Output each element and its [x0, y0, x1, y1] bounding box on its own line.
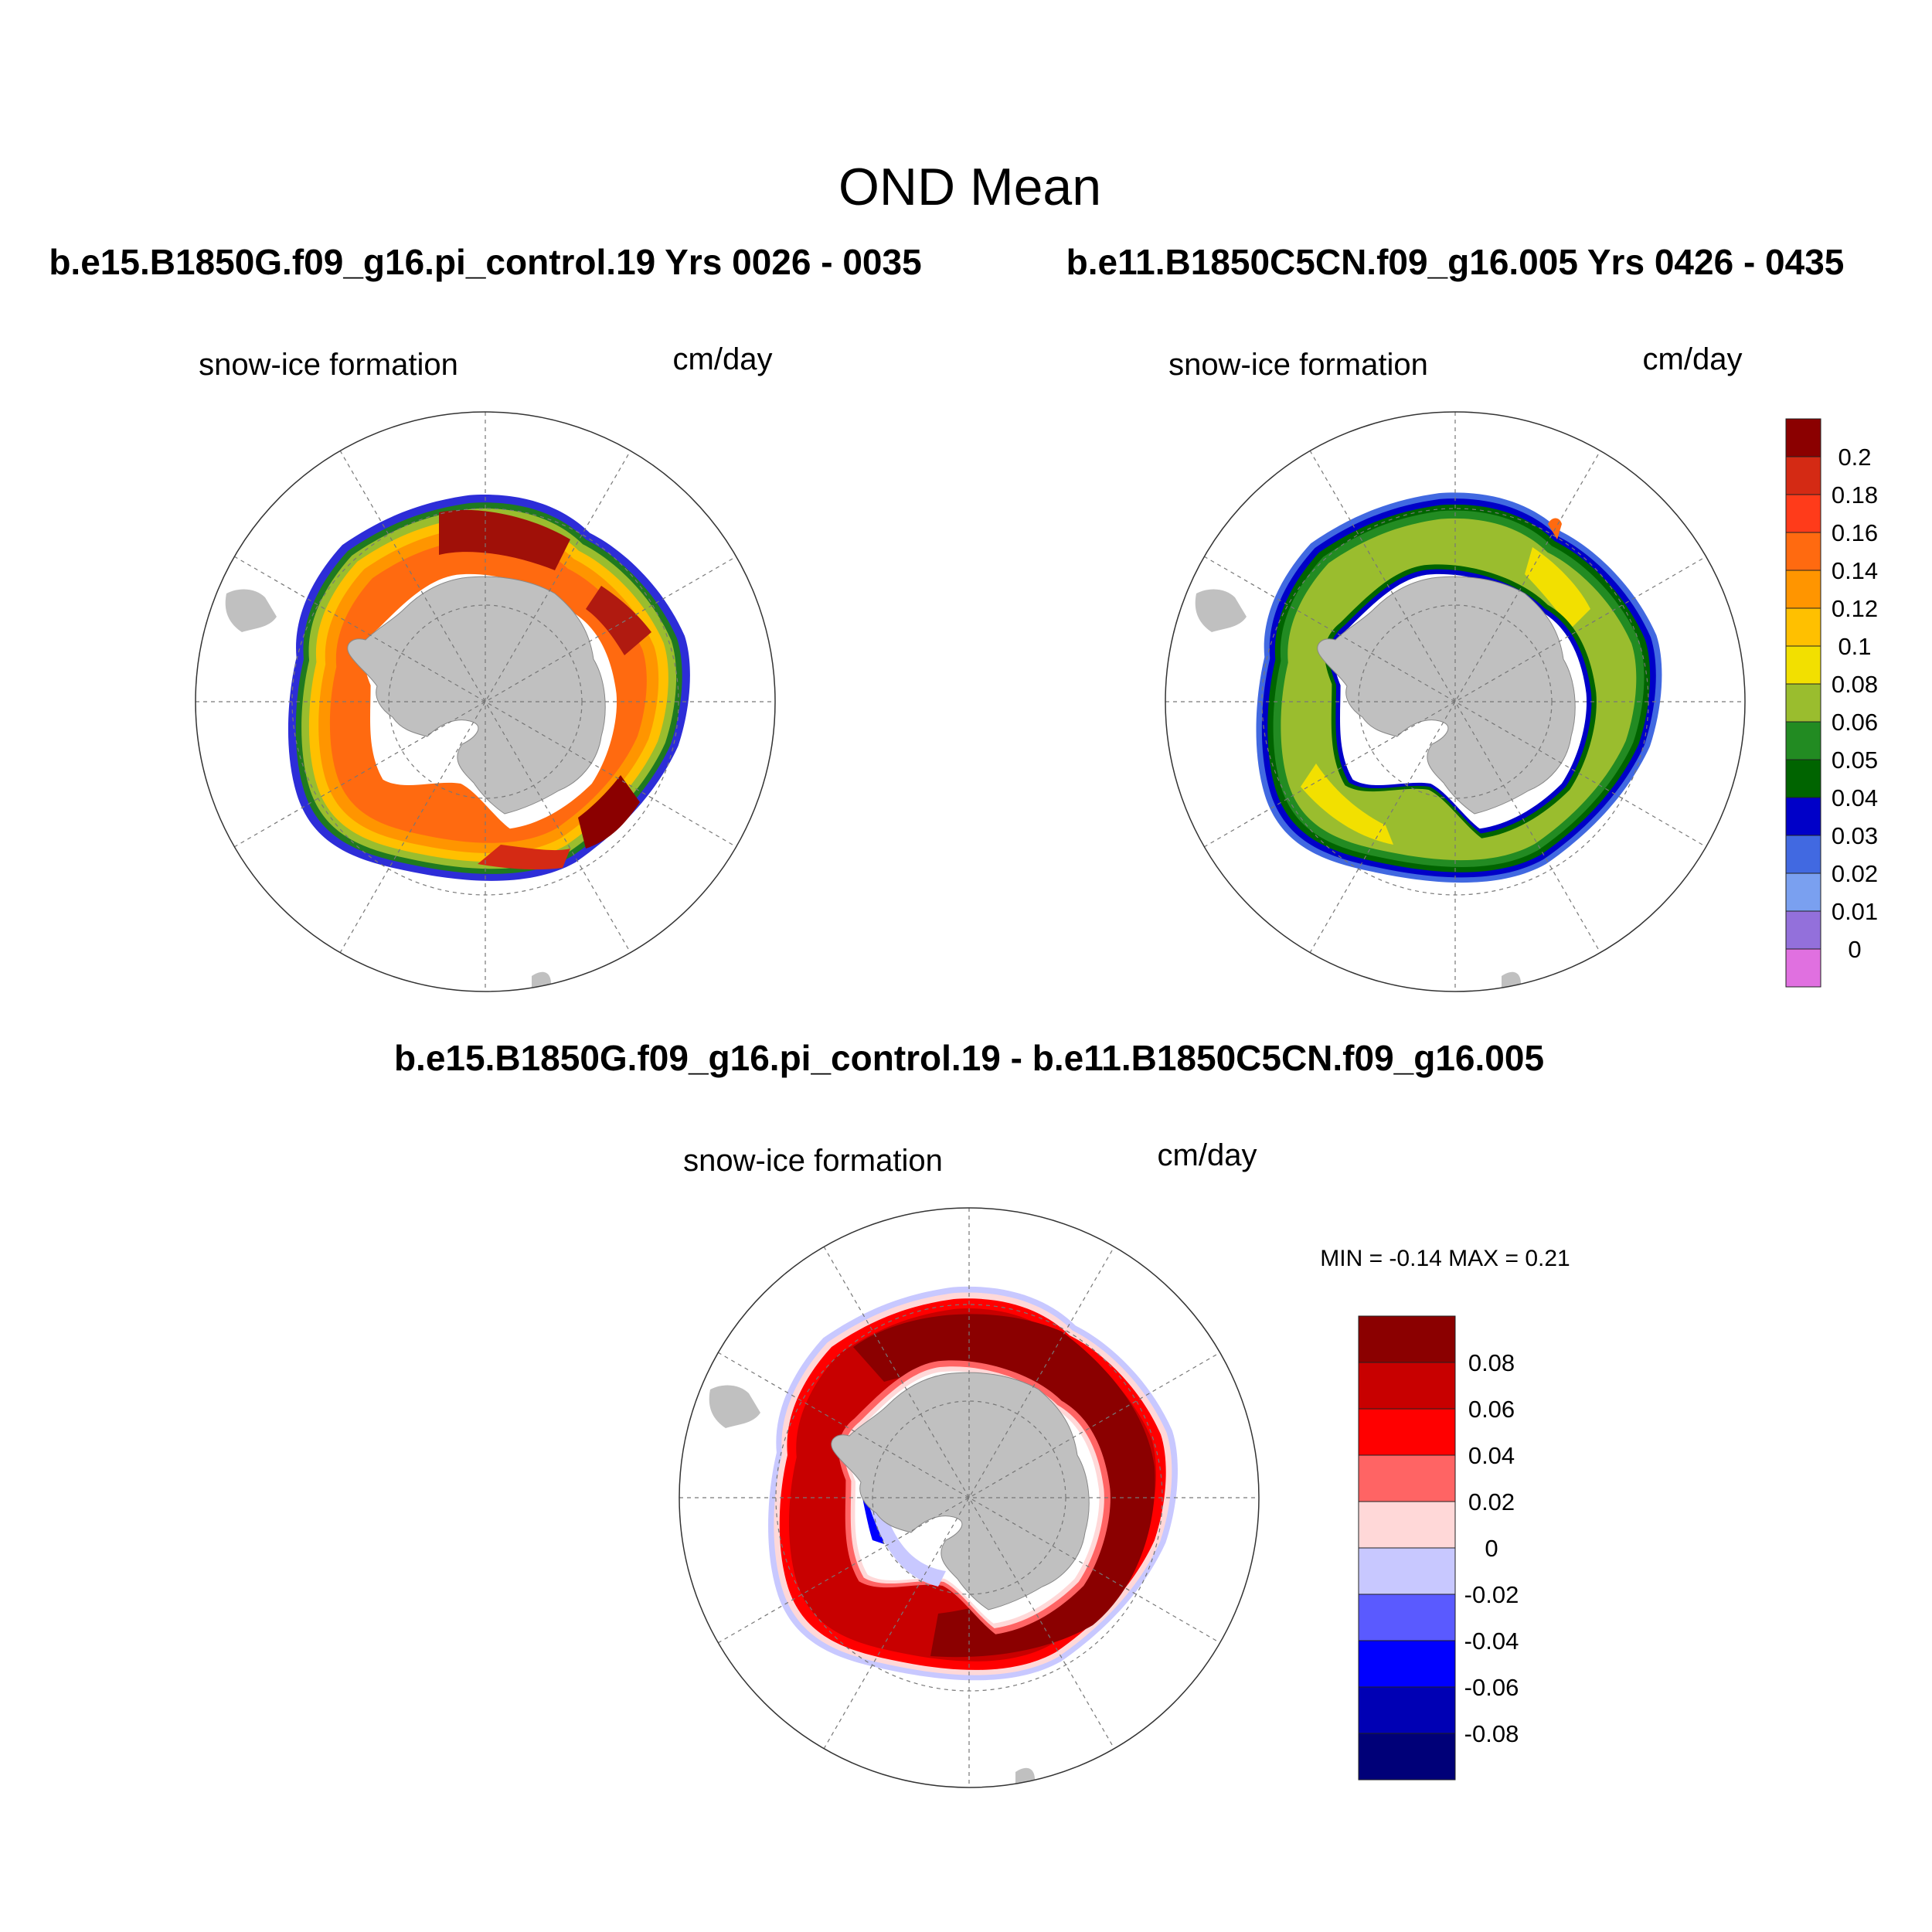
main-colorbar-swatch	[1785, 948, 1821, 988]
main-colorbar-tick-label: 0.14	[1832, 557, 1878, 584]
main-colorbar-swatch	[1785, 797, 1821, 836]
diff-colorbar-swatch	[1358, 1547, 1456, 1595]
diff-colorbar-swatch	[1358, 1594, 1456, 1641]
diff-colorbar-swatch	[1358, 1315, 1456, 1363]
main-colorbar-tick-label: 0.16	[1832, 519, 1878, 546]
left-panel-title: b.e15.B1850G.f09_g16.pi_control.19 Yrs 0…	[49, 242, 921, 282]
diff-colorbar-tick-label: -0.08	[1464, 1720, 1519, 1747]
main-colorbar-tick-label: 0.18	[1832, 481, 1878, 509]
diff-colorbar-swatch	[1358, 1454, 1456, 1502]
diff-colorbar-swatch	[1358, 1408, 1456, 1456]
main-colorbar-tick-label: 0.08	[1832, 671, 1878, 698]
diff-colorbar-tick-label: 0.04	[1468, 1442, 1515, 1469]
main-colorbar-tick-label: 0.2	[1838, 444, 1871, 471]
main-colorbar-tick-label: 0.12	[1832, 595, 1878, 622]
diff-colorbar-tick-label: -0.06	[1464, 1674, 1519, 1701]
main-colorbar-swatch	[1785, 607, 1821, 647]
figure-title: OND Mean	[838, 158, 1101, 216]
main-colorbar-swatch	[1785, 570, 1821, 609]
main-colorbar-swatch	[1785, 532, 1821, 571]
main-colorbar: 0.2 0.18 0.16 0.14 0.12 0.1 0.08 0.06 0.05 0.04 0.…	[1785, 418, 1878, 988]
diff-colorbar-swatch	[1358, 1501, 1456, 1549]
diff-polar-map	[679, 1207, 1260, 1788]
main-colorbar-tick-label: 0.05	[1832, 747, 1878, 774]
main-colorbar-swatch	[1785, 721, 1821, 760]
main-colorbar-tick-label: 0.1	[1838, 633, 1871, 660]
diff-colorbar-swatch	[1358, 1362, 1456, 1410]
main-colorbar-tick-label: 0.04	[1832, 784, 1878, 811]
left-variable-label: snow-ice formation	[199, 348, 458, 382]
right-variable-label: snow-ice formation	[1168, 348, 1428, 382]
diff-units-label: cm/day	[1158, 1138, 1257, 1172]
diff-variable-label: snow-ice formation	[683, 1144, 943, 1178]
diff-colorbar-tick-label: 0	[1485, 1535, 1498, 1562]
diff-colorbar-tick-label: 0.06	[1468, 1396, 1515, 1423]
main-colorbar-swatch	[1785, 835, 1821, 874]
main-colorbar-swatch	[1785, 683, 1821, 723]
main-colorbar-tick-label: 0	[1848, 936, 1861, 963]
diff-min-max: MIN = -0.14 MAX = 0.21	[1320, 1246, 1570, 1271]
diff-colorbar-tick-label: 0.08	[1468, 1349, 1515, 1376]
left-units-label: cm/day	[673, 342, 773, 376]
right-units-label: cm/day	[1643, 342, 1743, 376]
diff-colorbar-swatch	[1358, 1733, 1456, 1781]
diff-colorbar-swatch	[1358, 1640, 1456, 1688]
diff-panel-title: b.e15.B1850G.f09_g16.pi_control.19 - b.e…	[394, 1038, 1544, 1078]
main-colorbar-swatch	[1785, 910, 1821, 950]
main-colorbar-tick-label: 0.06	[1832, 709, 1878, 736]
diff-colorbar-tick-label: -0.04	[1464, 1628, 1519, 1655]
right-panel-title: b.e11.B1850C5CN.f09_g16.005 Yrs 0426 - 0…	[1066, 242, 1845, 282]
main-colorbar-tick-label: 0.01	[1832, 898, 1878, 925]
main-colorbar-swatch	[1785, 418, 1821, 457]
main-colorbar-tick-label: 0.02	[1832, 860, 1878, 887]
main-colorbar-swatch	[1785, 759, 1821, 798]
diff-colorbar: 0.08 0.06 0.04 0.02 0 -0.02 -0.04 -0.06 -0.08	[1358, 1315, 1519, 1781]
main-colorbar-swatch	[1785, 456, 1821, 495]
diff-colorbar-swatch	[1358, 1686, 1456, 1734]
main-colorbar-tick-label: 0.03	[1832, 822, 1878, 849]
diff-colorbar-tick-label: -0.02	[1464, 1581, 1519, 1608]
left-polar-map	[195, 411, 776, 992]
diff-colorbar-tick-label: 0.02	[1468, 1488, 1515, 1515]
right-polar-map	[1165, 411, 1746, 992]
main-colorbar-swatch	[1785, 494, 1821, 533]
main-colorbar-swatch	[1785, 645, 1821, 685]
main-colorbar-swatch	[1785, 872, 1821, 912]
